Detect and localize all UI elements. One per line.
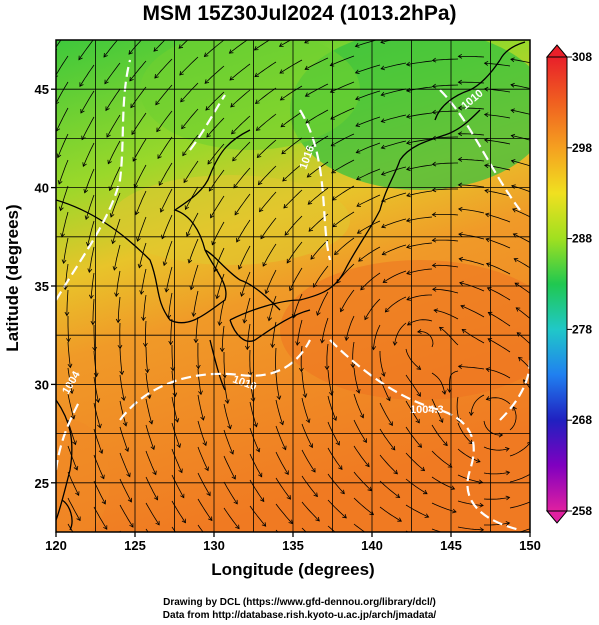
temperature-field [56,40,530,532]
y-tick-labels: 25 30 35 40 45 [35,82,56,491]
x-tick-label: 120 [45,538,67,553]
credit-data: Data from http://database.rish.kyoto-u.a… [162,610,437,621]
y-tick-label: 35 [35,279,49,294]
y-axis-label: Latitude (degrees) [3,204,22,352]
colorbar-tick-label: 298 [572,141,592,155]
y-tick-label: 45 [35,82,49,97]
colorbar-ramp [546,56,568,512]
credit-drawing: Drawing by DCL (https://www.gfd-dennou.o… [163,597,436,608]
colorbar-bottom-arrow [545,510,569,524]
y-tick-label: 25 [35,476,49,491]
x-tick-label: 125 [124,538,146,553]
colorbar-tick-label: 278 [572,322,592,336]
x-tick-labels: 120 125 130 135 140 145 150 [45,532,541,553]
colorbar-tick-label: 288 [572,232,592,246]
colorbar-tick-label: 308 [572,50,592,64]
map-title: MSM 15Z30Jul2024 (1013.2hPa) [142,2,457,25]
colorbar-tick-label: 268 [572,413,592,427]
y-tick-label: 40 [35,181,49,196]
x-tick-label: 130 [203,538,225,553]
x-tick-label: 140 [361,538,383,553]
colorbar-tick-label: 258 [572,504,592,518]
isobar-label: 1004.3 [410,404,444,416]
x-tick-label: 135 [282,538,304,553]
y-tick-label: 30 [35,377,49,392]
colorbar-top-arrow [545,44,569,58]
isobar-lines [56,59,530,532]
colorbar-tick-labels: 308 298 288 278 268 258 [567,50,592,518]
colorbar: 308 298 288 278 268 258 [545,44,592,524]
x-tick-label: 145 [440,538,462,553]
x-axis-label: Longitude (degrees) [211,560,375,579]
wind-streamlines [56,40,530,532]
x-tick-label: 150 [519,538,541,553]
